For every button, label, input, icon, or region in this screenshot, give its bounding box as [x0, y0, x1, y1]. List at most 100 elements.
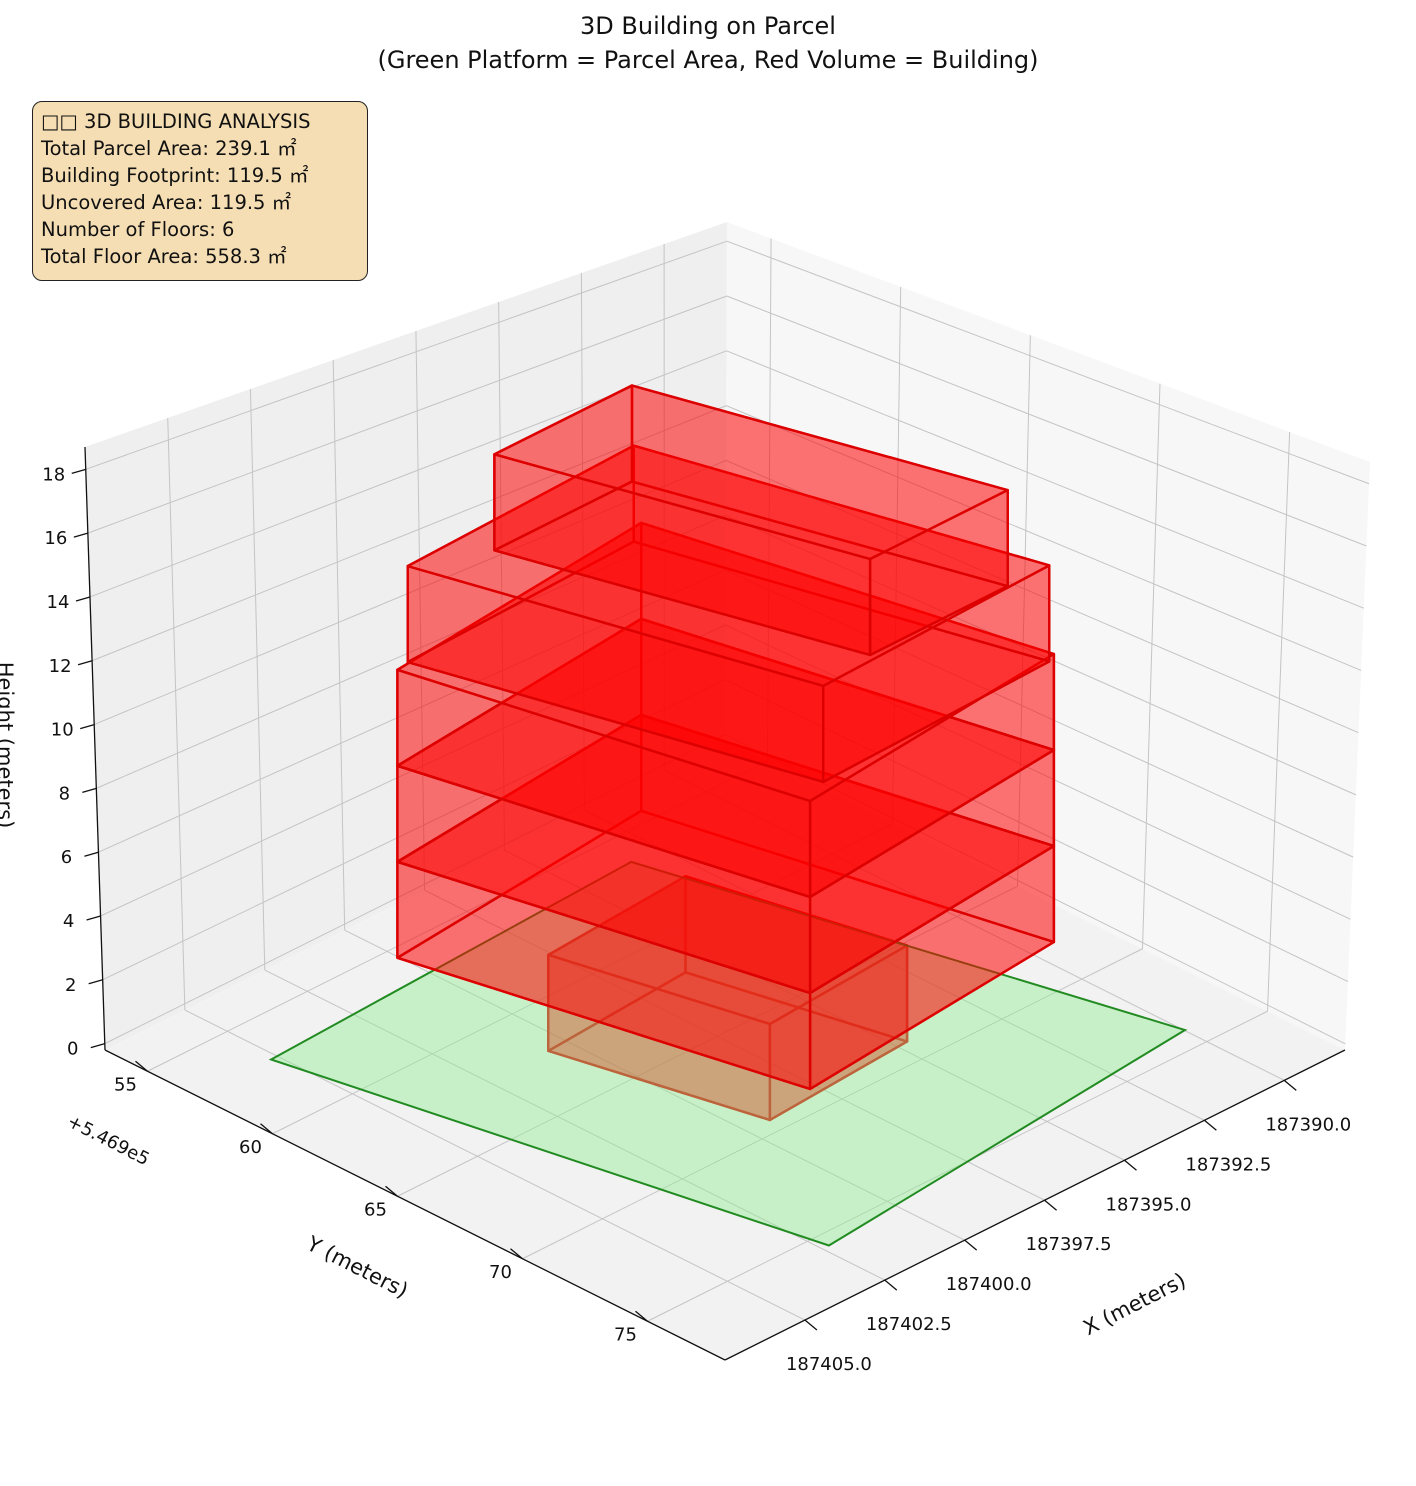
- z-tick-label: 4: [63, 911, 74, 932]
- grid-line-x-floor: [584, 809, 1205, 1121]
- grid-line-z-left: [102, 679, 726, 981]
- grid-line-y-floor: [522, 948, 1143, 1260]
- z-tick: [88, 979, 103, 985]
- info-floors: Number of Floors: 6: [41, 218, 235, 241]
- grid-line-y-wall: [1142, 383, 1161, 949]
- info-parcel-area: Total Parcel Area: 239.1 ㎡: [41, 137, 297, 160]
- z-tick: [86, 915, 101, 921]
- y-tick-label: 75: [614, 1324, 637, 1345]
- y-tick-label: 60: [239, 1137, 262, 1158]
- y-tick: [260, 1123, 273, 1135]
- analysis-info-box: □□ 3D BUILDING ANALYSIS Total Parcel Are…: [32, 101, 368, 281]
- z-tick-label: 18: [42, 464, 65, 485]
- y-axis-label: Y (meters): [302, 1231, 412, 1303]
- z-axis-label: Height (meters): [0, 662, 17, 829]
- grid-line-x-floor: [504, 849, 1125, 1161]
- y-tick-label: 65: [364, 1199, 387, 1220]
- grid-line-z-right: [725, 624, 1351, 920]
- grid-line-z-right: [725, 679, 1349, 983]
- grid-line-z-left: [91, 405, 727, 662]
- grid-line-z-right: [726, 295, 1367, 547]
- grid-line-z-left: [98, 569, 726, 853]
- z-tick-label: 6: [61, 847, 72, 868]
- x-tick-label: 187395.0: [1106, 1194, 1192, 1215]
- grid-line-z-left: [94, 459, 727, 726]
- grid-line-y-floor: [647, 1010, 1268, 1322]
- info-footprint: Building Footprint: 119.5 ㎡: [41, 164, 309, 187]
- chart-subtitle: (Green Platform = Parcel Area, Red Volum…: [377, 46, 1039, 74]
- grid-line-x-wall: [498, 302, 505, 851]
- x-tick: [1044, 1199, 1058, 1211]
- y-tick: [385, 1185, 398, 1197]
- grid-line-y-wall: [1017, 335, 1031, 887]
- grid-line-z-left: [96, 514, 727, 789]
- right-wall-pane: [725, 222, 1370, 1050]
- x-axis-line: [724, 1049, 1346, 1361]
- y-tick: [135, 1060, 148, 1072]
- grid-line-z-right: [726, 405, 1362, 671]
- x-axis-label: X (meters): [1079, 1268, 1189, 1340]
- grid-line-y-wall: [767, 238, 772, 762]
- info-uncovered: Uncovered Area: 119.5 ㎡: [41, 191, 292, 214]
- grid-line-x-wall: [415, 331, 426, 891]
- grid-line-z-left: [85, 240, 728, 470]
- z-tick: [90, 1042, 105, 1049]
- grid-line-z-right: [725, 569, 1354, 858]
- info-title: □□ 3D BUILDING ANALYSIS: [41, 110, 311, 133]
- left-wall-pane: [85, 222, 727, 1050]
- x-tick-label: 187400.0: [946, 1274, 1032, 1295]
- grid-line-x-wall: [332, 360, 346, 931]
- grid-line-z-right: [726, 350, 1364, 609]
- grid-line-y-floor: [272, 823, 893, 1135]
- z-tick-label: 12: [49, 656, 72, 677]
- grid-line-x-floor: [264, 969, 886, 1281]
- grid-line-z-left: [104, 734, 726, 1045]
- x-tick-label: 187397.5: [1026, 1234, 1112, 1255]
- z-tick: [75, 596, 91, 602]
- floor-4-top-face: [396, 521, 1056, 803]
- x-tick-label: 187402.5: [866, 1314, 952, 1335]
- x-tick: [884, 1279, 898, 1291]
- z-tick-label: 0: [67, 1039, 78, 1060]
- grid-line-x-wall: [167, 417, 186, 1011]
- x-tick-label: 187405.0: [786, 1354, 872, 1375]
- z-tick: [73, 532, 89, 538]
- y-axis-line: [104, 1049, 726, 1361]
- x-tick: [1124, 1159, 1137, 1171]
- x-tick-label: 187390.0: [1265, 1114, 1351, 1135]
- x-tick: [1283, 1079, 1297, 1091]
- x-tick: [804, 1319, 818, 1331]
- z-tick-label: 14: [47, 592, 70, 613]
- z-tick-label: 8: [59, 783, 70, 804]
- y-offset-text: +5.469e5: [64, 1111, 153, 1170]
- z-tick: [84, 851, 99, 857]
- floor-5-top-face: [406, 444, 1051, 688]
- grid-line-z-right: [724, 734, 1346, 1045]
- z-tick: [71, 468, 86, 474]
- grid-line-x-wall: [249, 388, 266, 971]
- grid-line-y-floor: [397, 885, 1018, 1197]
- y-tick: [510, 1248, 523, 1260]
- grid-line-z-right: [725, 459, 1359, 734]
- y-tick-label: 55: [114, 1074, 137, 1095]
- chart-title: 3D Building on Parcel: [580, 12, 836, 40]
- z-tick-label: 2: [65, 975, 76, 996]
- info-floor-area: Total Floor Area: 558.3 ㎡: [41, 245, 287, 268]
- z-tick-label: 10: [51, 720, 74, 741]
- grid-line-x-wall: [580, 273, 585, 811]
- z-axis-line: [84, 446, 106, 1051]
- y-tick-label: 70: [489, 1262, 512, 1283]
- grid-line-z-right: [726, 240, 1370, 485]
- grid-line-y-wall: [1267, 431, 1291, 1012]
- z-tick-label: 16: [44, 528, 67, 549]
- z-tick: [77, 660, 93, 666]
- grid-line-x-floor: [184, 1009, 806, 1321]
- z-tick: [82, 787, 97, 794]
- x-tick-label: 187392.5: [1185, 1154, 1271, 1175]
- parcel-platform: [268, 860, 1188, 1247]
- y-tick: [635, 1310, 648, 1322]
- floor-6-top-face: [493, 384, 1009, 561]
- grid-line-z-left: [87, 295, 727, 534]
- x-tick: [1203, 1119, 1217, 1131]
